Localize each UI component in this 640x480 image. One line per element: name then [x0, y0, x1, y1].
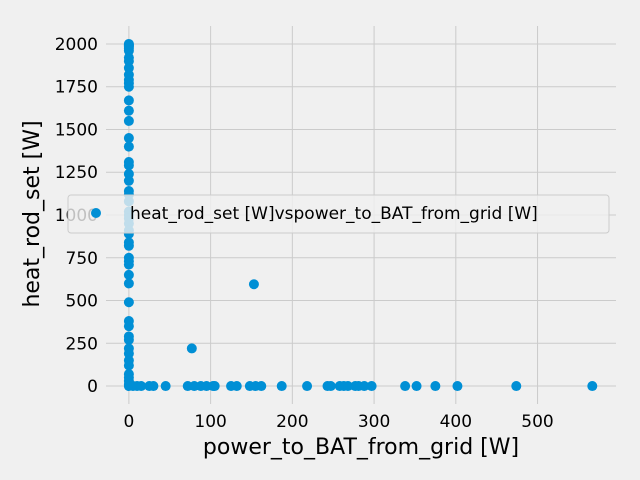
y-tick-label: 2000 — [55, 35, 98, 55]
scatter-point — [123, 269, 134, 280]
scatter-point — [123, 348, 134, 359]
scatter-point — [511, 381, 522, 392]
scatter-point — [123, 334, 134, 345]
scatter-point — [123, 56, 134, 67]
scatter-point — [276, 381, 287, 392]
scatter-point — [587, 381, 598, 392]
scatter-point — [123, 168, 134, 179]
scatter-point — [366, 381, 377, 392]
scatter-point — [325, 381, 336, 392]
scatter-point — [302, 381, 313, 392]
scatter-point — [256, 381, 267, 392]
legend-label: heat_rod_set [W]vspower_to_BAT_from_grid… — [130, 204, 538, 224]
y-tick-label: 750 — [66, 249, 98, 269]
y-tick-label: 1250 — [55, 163, 98, 183]
scatter-point — [160, 381, 171, 392]
scatter-point — [123, 160, 134, 171]
scatter-point — [123, 45, 134, 56]
scatter-point — [186, 343, 197, 354]
scatter-point — [123, 360, 134, 371]
y-tick-label: 0 — [87, 377, 98, 397]
scatter-point — [123, 141, 134, 152]
scatter-point — [452, 381, 463, 392]
y-tick-label: 250 — [66, 334, 98, 354]
scatter-point — [123, 259, 134, 270]
scatter-point — [411, 381, 422, 392]
legend: heat_rod_set [W]vspower_to_BAT_from_grid… — [67, 194, 610, 234]
scatter-point — [123, 297, 134, 308]
x-tick-label: 200 — [276, 412, 308, 432]
scatter-point — [123, 115, 134, 126]
scatter-point — [123, 321, 134, 332]
x-tick-label: 500 — [521, 412, 553, 432]
x-axis-label: power_to_BAT_from_grid [W] — [203, 435, 519, 460]
scatter-point — [123, 240, 134, 251]
scatter-point — [342, 381, 353, 392]
scatter-point — [123, 133, 134, 144]
scatter-points — [123, 38, 598, 392]
x-tick-labels: 0 100 200 300 400 500 — [123, 412, 553, 432]
x-tick-label: 300 — [358, 412, 390, 432]
legend-box — [67, 194, 610, 234]
scatter-point — [248, 279, 259, 290]
scatter-point — [209, 381, 220, 392]
scatter-point — [123, 105, 134, 116]
scatter-point — [123, 95, 134, 106]
scatter-point — [123, 81, 134, 92]
y-tick-label: 1750 — [55, 78, 98, 98]
scatter-point — [231, 381, 242, 392]
y-tick-label: 500 — [66, 292, 98, 312]
x-tick-label: 100 — [194, 412, 226, 432]
scatter-point — [148, 381, 159, 392]
y-axis-label: heat_rod_set [W] — [20, 120, 45, 307]
y-tick-label: 1500 — [55, 120, 98, 140]
scatter-point — [123, 62, 134, 73]
scatter-point — [123, 278, 134, 289]
scatter-point — [136, 381, 147, 392]
x-tick-label: 0 — [123, 412, 134, 432]
legend-marker — [91, 208, 101, 218]
scatter-point — [359, 381, 370, 392]
scatter-point — [430, 381, 441, 392]
scatter-point — [400, 381, 411, 392]
scatter-point — [123, 175, 134, 186]
x-tick-label: 400 — [440, 412, 472, 432]
